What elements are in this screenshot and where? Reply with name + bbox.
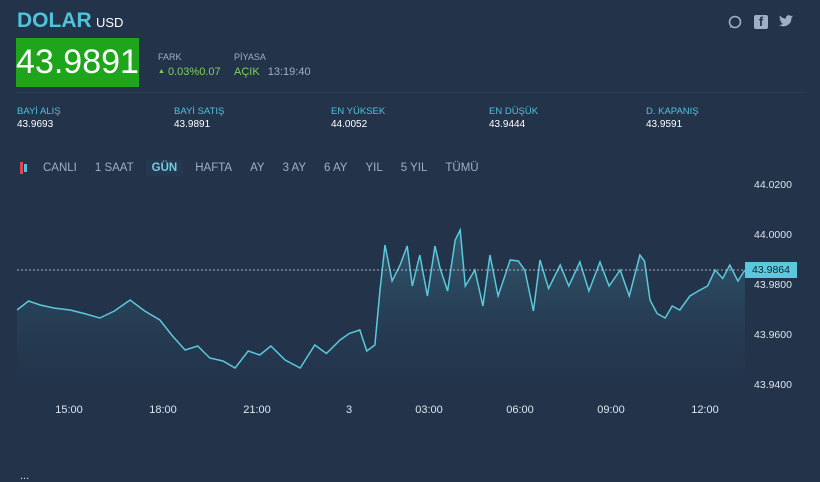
stat-item: BAYİ ALIŞ 43.9693 [17, 106, 61, 130]
x-tick-label: 03:00 [415, 404, 443, 416]
price-line [16, 227, 746, 369]
stat-value: 43.9444 [489, 119, 526, 130]
divider [16, 92, 806, 93]
stat-label: D. KAPANIŞ [646, 106, 699, 117]
stat-label: BAYİ SATIŞ [174, 106, 225, 117]
footer-text: ... [20, 470, 30, 482]
y-tick-label: 43.9600 [754, 329, 792, 341]
x-tick-label: 21:00 [243, 404, 271, 416]
tab-9[interactable]: TÜMÜ [445, 162, 479, 174]
stat-item: D. KAPANIŞ 43.9591 [646, 106, 699, 130]
tab-3[interactable]: HAFTA [195, 162, 233, 174]
whatsapp-icon[interactable] [728, 15, 742, 29]
piyasa-label: PİYASA [234, 52, 266, 62]
y-tick-label: 43.9800 [754, 279, 792, 291]
piyasa-row: AÇIK 13:19:40 [234, 66, 311, 78]
tab-8[interactable]: 5 YIL [400, 162, 428, 174]
triangle-up-icon: ▲ [158, 68, 165, 75]
x-tick-label: 3 [345, 404, 353, 416]
stat-item: BAYİ SATIŞ 43.9891 [174, 106, 224, 130]
stat-item: EN YÜKSEK 44.0052 [331, 106, 385, 130]
x-tick-label: 18:00 [149, 404, 177, 416]
y-tick-label: 43.9400 [754, 379, 792, 391]
tab-4[interactable]: AY [250, 162, 265, 174]
fark-value-row: ▲ 0.03%0.07 [158, 66, 221, 78]
stat-label: EN YÜKSEK [331, 106, 386, 117]
tab-7[interactable]: YIL [365, 162, 383, 174]
period-tabs: CANLI 1 SAAT GÜN HAFTA AY 3 AY 6 AY YIL 5 YIL TÜM… [20, 160, 491, 176]
facebook-icon[interactable]: f [754, 15, 768, 29]
stat-label: EN DÜŞÜK [489, 106, 539, 117]
twitter-icon[interactable] [779, 15, 793, 29]
last-value-badge: 43.9864 [745, 262, 797, 278]
market-time: 13:19:40 [267, 66, 311, 78]
x-tick-label: 09:00 [597, 404, 625, 416]
y-tick-label: 44.0000 [754, 229, 792, 241]
x-tick-label: 06:00 [506, 404, 534, 416]
fark-value: 0.03%0.07 [168, 66, 221, 78]
x-tick-label: 15:00 [55, 404, 83, 416]
tab-6[interactable]: 6 AY [324, 162, 348, 174]
tab-2[interactable]: GÜN [145, 160, 184, 176]
y-tick-label: 44.0200 [754, 179, 792, 191]
stat-value: 43.9693 [17, 119, 54, 130]
fark-label: FARK [158, 52, 182, 62]
market-status: AÇIK [234, 66, 260, 78]
current-price: 43.9891 [16, 38, 139, 87]
tab-1[interactable]: 1 SAAT [94, 162, 134, 174]
tab-0[interactable]: CANLI [43, 162, 77, 174]
price-area [17, 230, 745, 395]
tab-5[interactable]: 3 AY [282, 162, 307, 174]
stat-label: BAYİ ALIŞ [17, 106, 61, 117]
stat-value: 43.9591 [646, 119, 683, 130]
x-tick-label: 12:00 [691, 404, 719, 416]
stat-value: 44.0052 [331, 119, 368, 130]
page-title: DOLAR [17, 9, 92, 32]
stat-value: 43.9891 [174, 119, 211, 130]
candlestick-icon[interactable] [20, 162, 27, 174]
stat-item: EN DÜŞÜK 43.9444 [489, 106, 538, 130]
currency-code: USD [96, 15, 124, 30]
